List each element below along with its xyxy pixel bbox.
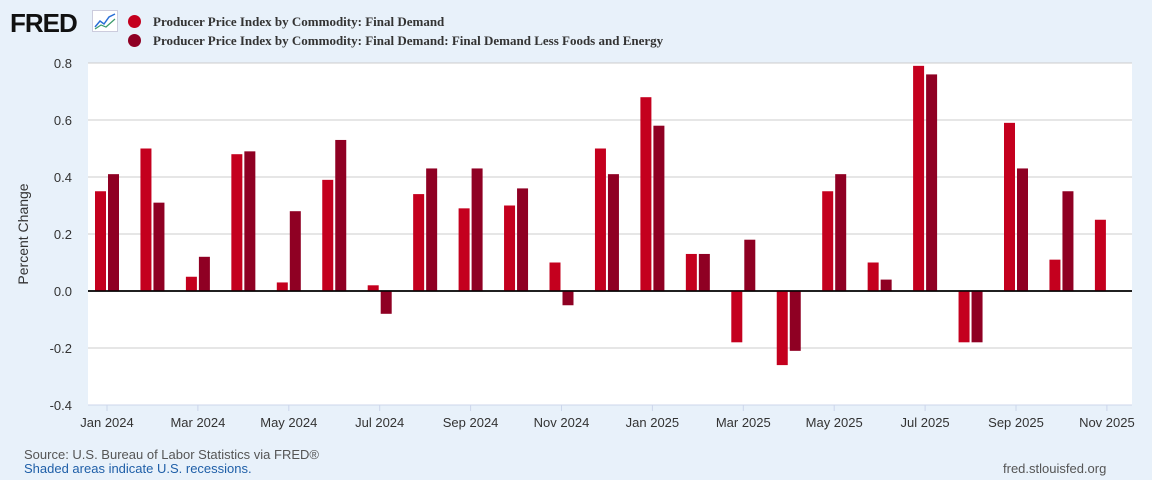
- bar-core: [335, 139, 347, 291]
- bar-final-demand: [458, 208, 470, 291]
- bar-core: [926, 74, 938, 292]
- bar-final-demand: [185, 276, 197, 291]
- bar-final-demand: [731, 291, 743, 343]
- y-tick-label: 0.4: [54, 170, 72, 185]
- y-tick-label: -0.2: [50, 341, 72, 356]
- bar-core: [289, 211, 301, 291]
- bar-core: [789, 291, 801, 351]
- legend-label: Producer Price Index by Commodity: Final…: [153, 13, 445, 29]
- bar-core: [744, 239, 756, 291]
- legend: Producer Price Index by Commodity: Final…: [128, 12, 663, 50]
- site-link[interactable]: fred.stlouisfed.org: [1003, 461, 1107, 476]
- bar-final-demand: [95, 191, 106, 291]
- recessions-link[interactable]: Shaded areas indicate U.S. recessions.: [24, 461, 252, 476]
- bar-final-demand: [367, 285, 379, 291]
- bar-core: [698, 253, 710, 291]
- bar-final-demand: [231, 154, 243, 291]
- bar-final-demand: [867, 262, 879, 291]
- x-tick-label: Sep 2024: [443, 415, 499, 430]
- bar-core: [880, 279, 892, 291]
- bar-final-demand: [140, 148, 152, 291]
- legend-item-core[interactable]: Producer Price Index by Commodity: Final…: [128, 31, 663, 50]
- chart-logo-icon: [92, 10, 118, 32]
- legend-dot: [128, 34, 141, 47]
- bar-core: [108, 174, 119, 291]
- legend-item-final-demand[interactable]: Producer Price Index by Commodity: Final…: [128, 12, 663, 31]
- bar-core: [471, 168, 483, 291]
- bar-final-demand: [594, 148, 606, 291]
- bar-final-demand: [822, 191, 834, 291]
- y-tick-label: 0.6: [54, 113, 72, 128]
- bar-core: [380, 291, 392, 314]
- bar-core: [607, 174, 619, 291]
- bar-final-demand: [322, 179, 334, 291]
- y-tick-label: -0.4: [50, 398, 72, 413]
- bar-core: [1017, 168, 1028, 291]
- bar-final-demand: [685, 253, 697, 291]
- bar-final-demand: [1094, 219, 1106, 291]
- x-tick-label: Jul 2024: [355, 415, 404, 430]
- bar-core: [653, 125, 665, 291]
- x-tick-label: Mar 2025: [716, 415, 771, 430]
- bar-final-demand: [549, 262, 561, 291]
- bar-core: [244, 151, 256, 291]
- bar-core: [517, 188, 529, 291]
- bar-final-demand: [1049, 259, 1061, 291]
- x-tick-label: Jan 2025: [626, 415, 680, 430]
- y-tick-label: 0.0: [54, 284, 72, 299]
- bar-final-demand: [913, 65, 925, 291]
- x-tick-label: Nov 2024: [534, 415, 590, 430]
- bar-core: [153, 202, 165, 291]
- bar-final-demand: [640, 97, 652, 291]
- x-tick-label: May 2024: [260, 415, 317, 430]
- x-tick-label: Nov 2025: [1079, 415, 1135, 430]
- y-tick-label: 0.2: [54, 227, 72, 242]
- y-tick-label: 0.8: [54, 56, 72, 71]
- x-tick-label: Jul 2025: [901, 415, 950, 430]
- x-tick-label: May 2025: [806, 415, 863, 430]
- bar-final-demand: [504, 205, 516, 291]
- y-axis-label: Percent Change: [15, 183, 31, 284]
- bar-final-demand: [958, 291, 970, 343]
- bar-core: [198, 256, 210, 291]
- bar-final-demand: [776, 291, 788, 366]
- x-tick-label: Sep 2025: [988, 415, 1044, 430]
- fred-logo[interactable]: FRED: [10, 8, 78, 38]
- x-tick-label: Mar 2024: [170, 415, 225, 430]
- bar-core: [971, 291, 983, 343]
- legend-dot: [128, 15, 141, 28]
- bar-core: [835, 174, 847, 291]
- legend-label: Producer Price Index by Commodity: Final…: [153, 32, 664, 48]
- bar-core: [562, 291, 574, 306]
- bar-final-demand: [1004, 122, 1015, 291]
- bar-final-demand: [276, 282, 288, 291]
- source-note: Source: U.S. Bureau of Labor Statistics …: [24, 447, 319, 462]
- bar-core: [1062, 191, 1074, 291]
- bar-core: [426, 168, 438, 291]
- x-tick-label: Jan 2024: [80, 415, 134, 430]
- bar-final-demand: [413, 194, 425, 291]
